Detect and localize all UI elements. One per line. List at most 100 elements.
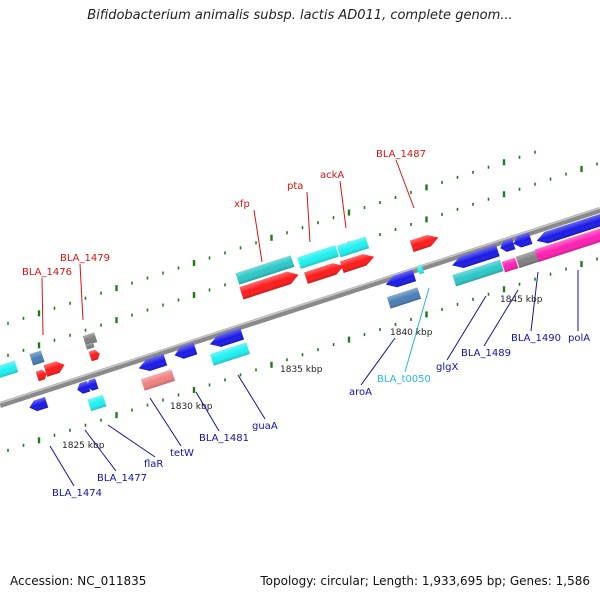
- gene-arrow-shade: [88, 349, 100, 362]
- feature-label: flaR: [144, 459, 163, 470]
- gene-feature: [140, 369, 176, 391]
- label-leader: [395, 159, 415, 209]
- gene-arrow-shade: [534, 228, 600, 262]
- genome-title: Bifidobacterium animalis subsp. lactis A…: [87, 8, 513, 23]
- gene-feature: [385, 269, 417, 288]
- gene-feature: [417, 265, 425, 275]
- gene-feature: [43, 361, 65, 377]
- feature-label: BLA_1476: [22, 267, 72, 278]
- gene-feature: [77, 380, 91, 394]
- genome-summary-text: Topology: circular; Length: 1,933,695 bp…: [260, 574, 590, 588]
- label-leader: [339, 180, 347, 229]
- gene-arrow-shade: [29, 350, 45, 366]
- gene-feature: [88, 349, 100, 362]
- gene-arrow-shade: [386, 287, 422, 309]
- scale-label: 1825 kbp: [62, 441, 105, 451]
- label-leader: [237, 374, 266, 420]
- label-leader: [195, 391, 220, 432]
- feature-labels: BLA_1476 BLA_1479 xfp pta ackA BLA_1487 BLA_14…: [22, 149, 590, 499]
- feature-label: BLA_1490: [511, 333, 561, 344]
- gene-feature: [138, 353, 168, 372]
- gene-arrow-shade: [500, 238, 516, 252]
- gene-feature: [513, 232, 533, 248]
- gene-feature: [500, 238, 516, 252]
- scale-label: 1830 kbp: [170, 402, 213, 412]
- feature-label: xfp: [234, 199, 250, 210]
- genome-backbone: [0, 207, 600, 408]
- gene-arrow-shade: [0, 360, 19, 380]
- gene-arrow-shade: [35, 369, 47, 382]
- gene-feature: [339, 254, 375, 273]
- feature-label: BLA_1474: [52, 488, 102, 499]
- feature-label: pta: [287, 181, 303, 192]
- gene-feature: [174, 342, 198, 359]
- gene-arrow-shade: [174, 342, 198, 359]
- gene-feature: [452, 244, 500, 269]
- label-leader: [253, 209, 263, 263]
- label-leader: [107, 424, 156, 458]
- label-leader: [84, 429, 117, 472]
- label-leader: [149, 397, 182, 447]
- scale-label: 1840 kbp: [390, 328, 433, 338]
- gene-arrow-shade: [210, 342, 250, 366]
- gene-arrow-shade: [515, 249, 541, 269]
- gene-arrow-shade: [501, 257, 519, 273]
- backbone-line: [0, 207, 600, 408]
- scale-labels: 1825 kbp 1830 kbp 1835 kbp 1840 kbp 1845 kbp: [62, 295, 543, 451]
- feature-label: BLA_t0050: [377, 374, 431, 385]
- gene-arrow-shade: [85, 342, 95, 350]
- label-leader: [306, 191, 311, 243]
- gene-feature: [515, 249, 541, 269]
- gene-arrow-shade: [536, 213, 600, 244]
- feature-label: aroA: [349, 387, 372, 398]
- gene-feature: [336, 236, 370, 258]
- gene-feature: [297, 245, 339, 269]
- label-leader: [530, 271, 539, 332]
- gene-feature: [0, 360, 19, 380]
- gene-arrow-shade: [239, 271, 299, 300]
- label-leader: [483, 289, 519, 347]
- gene-arrow-shade: [87, 394, 107, 412]
- gene-feature: [304, 263, 345, 284]
- label-leader: [360, 337, 396, 386]
- gene-feature: [409, 234, 439, 253]
- feature-label: BLA_1477: [97, 473, 147, 484]
- gene-feature: [85, 342, 95, 350]
- gene-feature: [209, 328, 245, 347]
- gene-features: [0, 213, 600, 412]
- gene-arrow-shade: [304, 263, 345, 284]
- feature-label: BLA_1481: [199, 433, 249, 444]
- gene-feature: [29, 350, 45, 366]
- gene-feature: [87, 394, 107, 412]
- gene-feature: [386, 287, 422, 309]
- gene-feature: [235, 255, 295, 285]
- accession-text: Accession: NC_011835: [10, 574, 147, 588]
- gene-arrow-shade: [385, 269, 417, 288]
- gene-feature: [239, 271, 299, 300]
- backbone-highlight: [0, 207, 600, 404]
- feature-label: tetW: [170, 448, 194, 459]
- feature-label: ackA: [320, 170, 344, 181]
- gene-feature: [501, 257, 519, 273]
- gene-arrow-shade: [29, 396, 49, 412]
- feature-label: guaA: [252, 421, 278, 432]
- gene-arrow-shade: [336, 236, 370, 258]
- scale-label: 1835 kbp: [280, 365, 323, 375]
- gene-arrow-shade: [297, 245, 339, 269]
- gene-arrow-shade: [77, 380, 91, 394]
- gene-feature: [534, 228, 600, 262]
- feature-label: BLA_1489: [461, 348, 511, 359]
- gene-arrow-shade: [452, 259, 504, 287]
- gene-arrow-shade: [138, 353, 168, 372]
- gene-feature: [29, 396, 49, 412]
- gene-feature: [35, 369, 47, 382]
- label-leader: [41, 277, 44, 336]
- gene-arrow-shade: [82, 332, 98, 346]
- scale-label: 1845 kbp: [500, 295, 543, 305]
- label-leader: [446, 295, 487, 361]
- feature-label: glgX: [436, 362, 458, 373]
- gene-arrow-shade: [43, 361, 65, 377]
- gene-arrow-shade: [417, 265, 425, 275]
- gene-arrow-shade: [513, 232, 533, 248]
